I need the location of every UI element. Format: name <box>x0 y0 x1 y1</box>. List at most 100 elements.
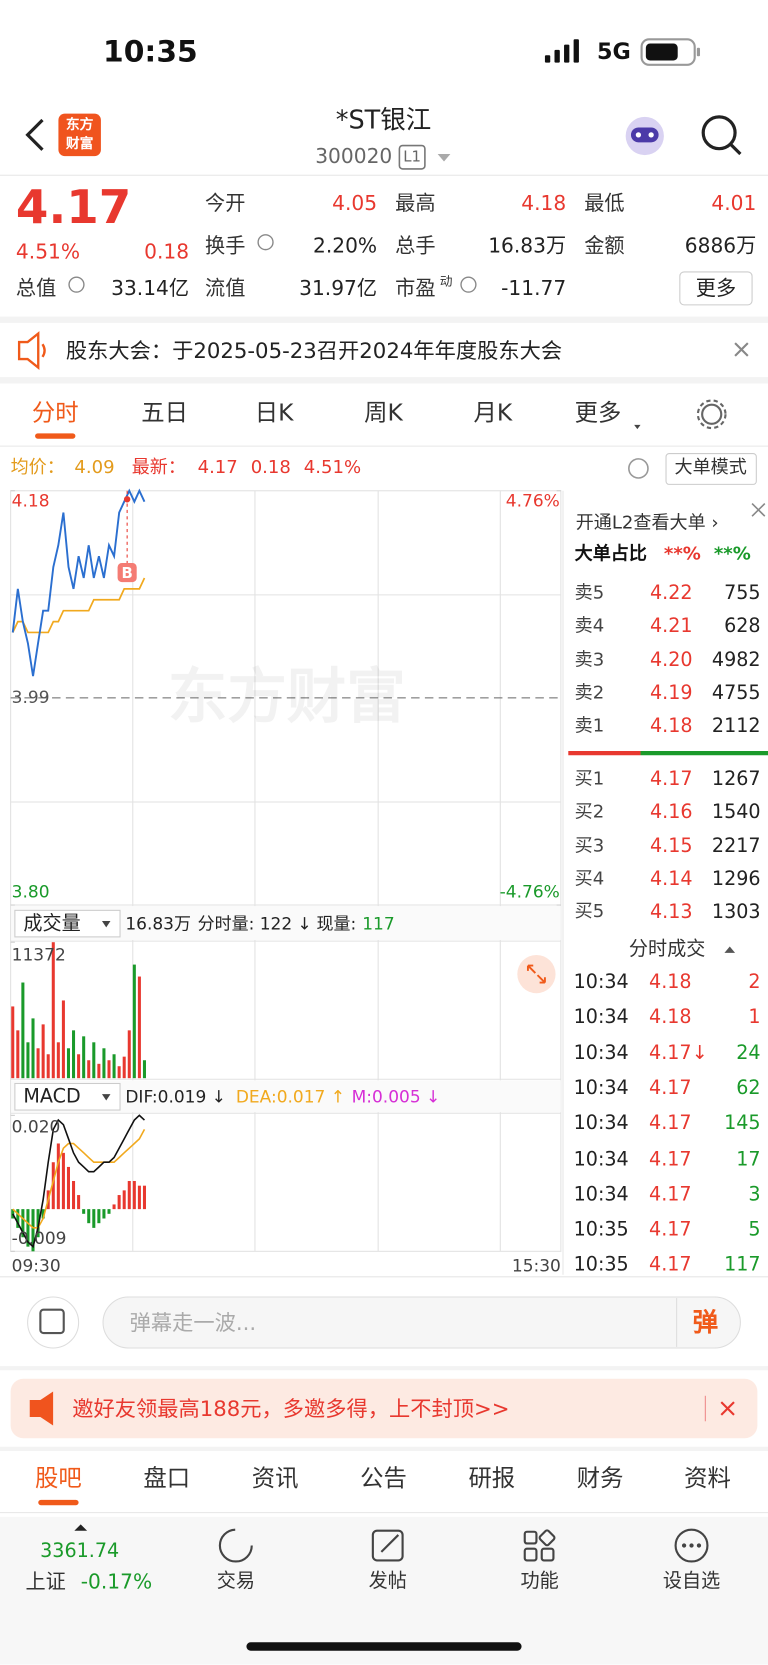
volume-bar <box>26 1042 30 1079</box>
y2-tick-label: 4.76% <box>505 490 560 511</box>
trade-price: 4.18 <box>649 1006 692 1029</box>
trade-price: 4.17 <box>649 1253 692 1277</box>
bottom-tab[interactable]: 盘口 <box>143 1465 191 1493</box>
back-button[interactable] <box>25 118 44 151</box>
tab[interactable]: 日K <box>254 400 294 428</box>
trade-volume: 145 <box>724 1112 761 1135</box>
volume-bar <box>36 1048 40 1079</box>
settings-icon[interactable] <box>701 403 723 425</box>
comment-placeholder[interactable]: 弹幕走一波... <box>129 1309 257 1336</box>
nav-item[interactable]: 交易 <box>216 1569 255 1593</box>
y-tick-label: 3.80 <box>11 881 50 902</box>
macd-bar <box>137 1185 141 1210</box>
book-label: 卖2 <box>574 682 605 704</box>
expand-icon[interactable] <box>517 954 556 994</box>
tab[interactable]: 五日 <box>141 400 189 428</box>
nav-item[interactable]: 发帖 <box>368 1569 407 1593</box>
book-volume: 755 <box>724 582 761 605</box>
volume-arrow: ↓ <box>297 913 312 934</box>
trade-price: 4.18 <box>649 970 692 994</box>
book-price: 4.18 <box>650 715 693 738</box>
bottom-tab[interactable]: 资料 <box>684 1465 731 1493</box>
search-icon[interactable] <box>701 115 737 151</box>
stock-title: *ST银江 <box>335 105 432 135</box>
bottom-tab[interactable]: 资讯 <box>251 1465 299 1493</box>
level-badge: L1 <box>403 148 422 166</box>
price-line <box>11 488 146 677</box>
l2-link[interactable]: 开通L2查看大单 › <box>575 512 719 534</box>
y-tick-label: 4.18 <box>11 490 50 511</box>
tab[interactable]: 周K <box>364 400 403 428</box>
comment-button[interactable]: 弹 <box>692 1307 719 1338</box>
trade-time: 10:34 <box>573 1112 629 1135</box>
mode-button[interactable] <box>665 453 757 485</box>
trade-price: 4.17 <box>649 1183 692 1206</box>
nav-item[interactable]: 设自选 <box>662 1569 721 1593</box>
index-name: 上证 <box>25 1570 66 1594</box>
nav-item[interactable]: 功能 <box>520 1569 559 1593</box>
macd-tick-label: -0.009 <box>11 1227 67 1249</box>
banner-text[interactable]: 邀好友领最高188元，多邀多得，上不封顶>> <box>72 1395 510 1422</box>
close-notice[interactable] <box>734 342 749 357</box>
macd-bar <box>87 1209 91 1224</box>
y-tick-label: 3.99 <box>11 687 50 708</box>
volume-bar <box>56 1042 60 1079</box>
bottom-tab[interactable]: 股吧 <box>35 1465 82 1493</box>
comment-icon[interactable] <box>27 1296 80 1349</box>
chart-frame <box>10 490 562 1252</box>
volume-tick-label: 11372 <box>11 944 66 965</box>
book-price: 4.20 <box>650 648 693 671</box>
field-label: 总值 <box>15 276 57 301</box>
comment-input[interactable] <box>102 1296 741 1349</box>
book-price: 4.17 <box>650 767 693 791</box>
macd-bar <box>102 1209 106 1219</box>
banner[interactable] <box>10 1378 758 1439</box>
volume-label[interactable]: 成交量 <box>23 912 81 935</box>
macd-bar <box>51 1162 55 1210</box>
trade-volume: 3 <box>748 1183 761 1206</box>
book-volume: 4755 <box>711 681 761 705</box>
macd-bar <box>117 1195 121 1210</box>
mode-button[interactable]: 大单模式 <box>674 457 747 479</box>
tab-underline <box>35 433 76 439</box>
macd-bar <box>92 1209 96 1228</box>
field-label: 最低 <box>584 191 625 216</box>
notice[interactable]: 股东大会：于2025-05-23召开2024年年度股东大会 <box>65 337 563 364</box>
volume-bar <box>66 1048 70 1079</box>
volume-bar <box>77 1054 81 1079</box>
macd-label[interactable]: MACD <box>23 1085 81 1108</box>
tab[interactable]: 更多 <box>574 400 622 428</box>
volume-total: 16.83万 <box>125 913 192 934</box>
field-value: 6886万 <box>684 234 757 258</box>
book-label: 卖1 <box>574 715 605 737</box>
more-button[interactable]: 更多 <box>695 276 737 301</box>
volume-bar <box>132 964 136 1079</box>
trade-time: 10:34 <box>573 1006 629 1029</box>
macd-bar <box>21 1209 25 1238</box>
trade-volume: 62 <box>736 1076 761 1100</box>
time-label: 09:30 <box>11 1255 61 1276</box>
close-banner[interactable] <box>720 1401 735 1416</box>
bottom-tab[interactable]: 财务 <box>576 1465 624 1493</box>
bottom-tab[interactable]: 研报 <box>468 1465 516 1493</box>
macd-bar <box>41 1209 45 1219</box>
bottom-tab[interactable]: 公告 <box>360 1465 407 1493</box>
home-indicator <box>246 1642 522 1651</box>
dif-label: DIF:0.019 ↓ <box>125 1086 226 1107</box>
book-label: 卖4 <box>574 615 605 638</box>
more-button[interactable] <box>679 271 753 306</box>
macd-bar <box>11 1209 15 1219</box>
index-value[interactable]: 3361.74 <box>40 1540 120 1563</box>
volume-bar <box>117 1066 121 1079</box>
trade-price: 4.17 <box>649 1112 692 1135</box>
y2-tick-label: -4.76% <box>499 881 560 902</box>
volume-bar <box>46 1054 50 1079</box>
book-price: 4.19 <box>650 681 693 705</box>
time-label: 15:30 <box>511 1255 561 1276</box>
macd-bar <box>142 1185 146 1210</box>
tab[interactable]: 分时 <box>31 400 79 428</box>
tab[interactable]: 月K <box>473 400 513 428</box>
